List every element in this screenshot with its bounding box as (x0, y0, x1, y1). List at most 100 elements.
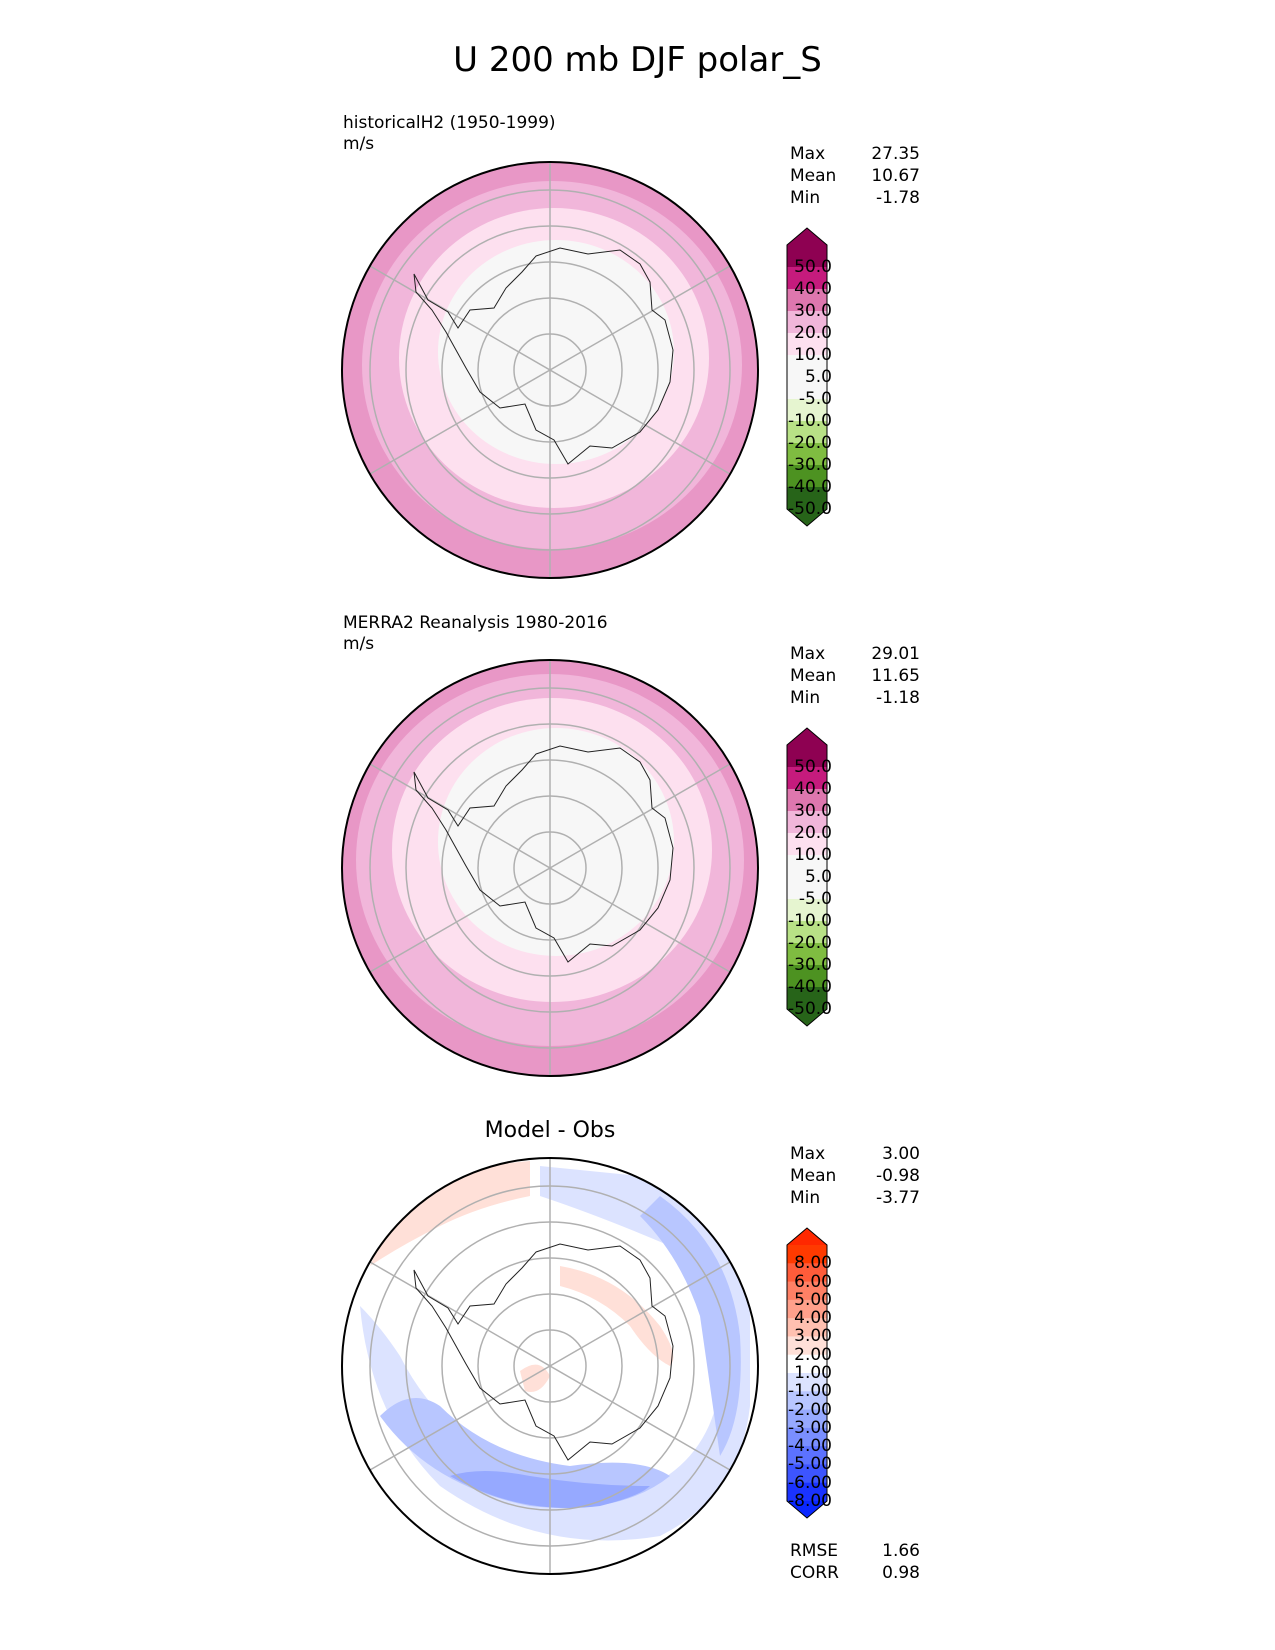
panel-1-label: historicalH2 (1950-1999) m/s (343, 113, 556, 155)
min-value: -1.78 (876, 188, 920, 208)
colorbar-tick-label: 20.0 (794, 323, 832, 343)
colorbar-tick-label: -10.0 (788, 911, 832, 931)
min-label: Min (790, 188, 821, 208)
figure-title: U 200 mb DJF polar_S (453, 40, 822, 80)
colorbar-tick-label: 8.00 (794, 1253, 832, 1274)
colorbar-segment (787, 1409, 827, 1429)
colorbar-segment (787, 377, 827, 400)
colorbar-tick-label: -2.00 (788, 1399, 832, 1420)
colorbar-segment (787, 267, 827, 290)
colorbar-segment (787, 987, 827, 1010)
colorbar-segment (787, 921, 827, 944)
colorbar-segment (787, 1354, 827, 1374)
panel-2-units: m/s (343, 634, 375, 654)
colorbar-tick-label: 1.00 (794, 1363, 832, 1383)
colorbar-segment (787, 443, 827, 466)
colorbar-segment (787, 333, 827, 356)
colorbar-segment (787, 1318, 827, 1337)
colorbar-segment (787, 745, 827, 768)
colorbar-tick-label: 10.0 (794, 345, 832, 365)
panel-2-label: MERRA2 Reanalysis 1980-2016 m/s (343, 613, 608, 655)
colorbar-bottom-arrow (787, 1501, 827, 1518)
colorbar-tick-label: 20.0 (794, 823, 832, 843)
colorbar-segment (787, 965, 827, 988)
colorbar-tick-label: -30.0 (788, 955, 832, 975)
colorbar-segment (787, 833, 827, 856)
antarctica-coastline (413, 745, 674, 963)
antarctica-coastline (413, 1243, 674, 1461)
min-label: Min (790, 1188, 821, 1208)
colorbar-tick-label: 6.00 (794, 1271, 832, 1292)
colorbar-segment (787, 1464, 827, 1484)
colorbar-tick-label: -5.00 (788, 1454, 832, 1475)
colorbar-tick-label: 50.0 (794, 757, 832, 777)
colorbar-segment (787, 289, 827, 312)
colorbar-segment (787, 465, 827, 488)
colorbar-segment (787, 487, 827, 510)
colorbar-tick-label: 50.0 (794, 257, 832, 277)
colorbar-tick-label: -1.00 (788, 1381, 832, 1402)
colorbar-top-arrow (787, 728, 827, 745)
panel-1-units: m/s (343, 134, 375, 154)
colorbar-bottom-arrow (787, 509, 827, 526)
corr-label: CORR (790, 1563, 839, 1583)
min-value: -1.18 (876, 688, 920, 708)
panel-2-stats: Max 29.01 Mean 11.65 Min -1.18 (790, 643, 920, 709)
map-boundary (341, 659, 759, 1077)
colorbar-tick-label: -20.0 (788, 933, 832, 953)
colorbar-segment (787, 311, 827, 334)
map-boundary (341, 1157, 759, 1575)
colorbar-segment (787, 767, 827, 790)
min-value: -3.77 (876, 1188, 920, 1208)
colorbar-segment (787, 245, 827, 268)
rmse-label: RMSE (790, 1541, 839, 1561)
mean-label: Mean (790, 666, 837, 686)
mean-label: Mean (790, 166, 837, 186)
colorbar-tick-label: 10.0 (794, 845, 832, 865)
colorbar-segment (787, 1245, 827, 1264)
colorbar-tick-label: 5.00 (794, 1289, 832, 1310)
colorbar-segment (787, 355, 827, 378)
colorbar-segment (787, 1263, 827, 1283)
max-label: Max (790, 1144, 826, 1164)
colorbar-tick-label: -10.0 (788, 411, 832, 431)
colorbar-segment (787, 399, 827, 422)
colorbar-segment (787, 1373, 827, 1392)
colorbar-tick-label: 30.0 (794, 801, 832, 821)
colorbar-segment (787, 943, 827, 966)
colorbar-tick-label: -50.0 (788, 999, 832, 1019)
colorbar-segment (787, 1427, 827, 1447)
colorbar-segment (787, 811, 827, 834)
colorbar-tick-label: -3.00 (788, 1417, 832, 1438)
colorbar-segment (787, 1482, 827, 1502)
colorbar-segment (787, 899, 827, 922)
colorbar-tick-label: -5.0 (798, 889, 832, 909)
mean-value: -0.98 (876, 1166, 920, 1186)
mean-label: Mean (790, 1166, 837, 1186)
colorbar-segment (787, 421, 827, 444)
colorbar-tick-label: 40.0 (794, 279, 832, 299)
panel-3-colorbar (786, 1227, 828, 1519)
panel-1-stats: Max 27.35 Mean 10.67 Min -1.78 (790, 143, 920, 209)
panel-1-title: historicalH2 (1950-1999) (343, 113, 556, 133)
colorbar-tick-label: 30.0 (794, 301, 832, 321)
colorbar-bottom-arrow (787, 1009, 827, 1026)
panel-2-colorbar (786, 727, 828, 1027)
max-value: 27.35 (871, 144, 920, 164)
colorbar-segment (787, 1391, 827, 1411)
colorbar-tick-label: -5.0 (798, 389, 832, 409)
colorbar-tick-label: 2.00 (794, 1344, 832, 1365)
colorbar-tick-label: -40.0 (788, 477, 832, 497)
colorbar-tick-label: -6.00 (788, 1472, 832, 1493)
colorbar-segment (787, 1336, 827, 1356)
colorbar-tick-label: 3.00 (794, 1326, 832, 1347)
panel-1-map (341, 161, 759, 579)
colorbar-segment (787, 1281, 827, 1301)
panel-2-title: MERRA2 Reanalysis 1980-2016 (343, 613, 608, 633)
max-value: 3.00 (882, 1144, 920, 1164)
colorbar-tick-label: 4.00 (794, 1308, 832, 1329)
colorbar-tick-label: 40.0 (794, 779, 832, 799)
mean-value: 11.65 (871, 666, 920, 686)
colorbar-tick-label: -20.0 (788, 433, 832, 453)
colorbar-segment (787, 877, 827, 900)
